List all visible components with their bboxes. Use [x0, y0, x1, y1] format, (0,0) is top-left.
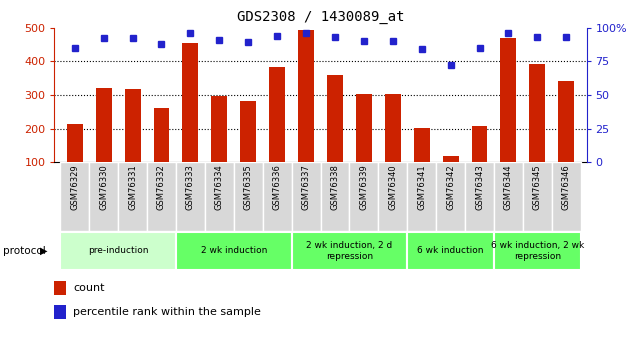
- Bar: [558, 81, 574, 196]
- Text: GDS2308 / 1430089_at: GDS2308 / 1430089_at: [237, 10, 404, 24]
- Bar: [413, 128, 429, 196]
- Text: GSM76340: GSM76340: [388, 164, 397, 210]
- Bar: [263, 162, 292, 231]
- Text: GSM76334: GSM76334: [215, 164, 224, 210]
- Bar: [494, 162, 523, 231]
- Text: pre-induction: pre-induction: [88, 246, 148, 256]
- Bar: [60, 162, 89, 231]
- Bar: [67, 125, 83, 196]
- Bar: [501, 38, 517, 196]
- Text: GSM76341: GSM76341: [417, 164, 426, 210]
- Text: GSM76336: GSM76336: [272, 164, 281, 210]
- Bar: [443, 156, 458, 196]
- Bar: [234, 162, 263, 231]
- Bar: [327, 75, 343, 196]
- Bar: [292, 232, 407, 270]
- Bar: [298, 30, 314, 196]
- Text: GSM76335: GSM76335: [244, 164, 253, 210]
- Text: GSM76329: GSM76329: [71, 164, 79, 210]
- Bar: [320, 162, 349, 231]
- Bar: [529, 64, 545, 196]
- Bar: [54, 305, 66, 319]
- Bar: [552, 162, 581, 231]
- Bar: [96, 88, 112, 196]
- Bar: [385, 94, 401, 196]
- Bar: [378, 162, 407, 231]
- Text: 2 wk induction: 2 wk induction: [201, 246, 267, 256]
- Text: GSM76342: GSM76342: [446, 164, 455, 210]
- Text: GSM76345: GSM76345: [533, 164, 542, 210]
- Text: GSM76337: GSM76337: [301, 164, 310, 210]
- Text: count: count: [73, 283, 104, 293]
- Text: GSM76338: GSM76338: [331, 164, 340, 210]
- Bar: [523, 162, 552, 231]
- Text: 6 wk induction: 6 wk induction: [417, 246, 484, 256]
- Bar: [269, 67, 285, 196]
- Text: GSM76343: GSM76343: [475, 164, 484, 210]
- Bar: [89, 162, 118, 231]
- Text: 6 wk induction, 2 wk
repression: 6 wk induction, 2 wk repression: [491, 241, 584, 261]
- Bar: [349, 162, 378, 231]
- Text: 2 wk induction, 2 d
repression: 2 wk induction, 2 d repression: [306, 241, 392, 261]
- Text: GSM76346: GSM76346: [562, 164, 570, 210]
- Text: GSM76344: GSM76344: [504, 164, 513, 210]
- Text: protocol: protocol: [3, 246, 46, 256]
- Bar: [407, 232, 494, 270]
- Bar: [205, 162, 234, 231]
- Bar: [176, 162, 205, 231]
- Bar: [183, 43, 198, 196]
- Bar: [176, 232, 292, 270]
- Text: percentile rank within the sample: percentile rank within the sample: [73, 307, 261, 317]
- Bar: [147, 162, 176, 231]
- Bar: [407, 162, 436, 231]
- Bar: [240, 101, 256, 196]
- Bar: [494, 232, 581, 270]
- Text: GSM76330: GSM76330: [99, 164, 108, 210]
- Bar: [54, 281, 66, 295]
- Text: GSM76333: GSM76333: [186, 164, 195, 210]
- Bar: [153, 108, 169, 196]
- Bar: [124, 89, 140, 196]
- Bar: [60, 232, 176, 270]
- Bar: [212, 96, 228, 196]
- Bar: [118, 162, 147, 231]
- Bar: [472, 126, 488, 196]
- Text: ▶: ▶: [40, 246, 48, 256]
- Bar: [465, 162, 494, 231]
- Bar: [436, 162, 465, 231]
- Text: GSM76331: GSM76331: [128, 164, 137, 210]
- Text: GSM76332: GSM76332: [157, 164, 166, 210]
- Bar: [292, 162, 320, 231]
- Bar: [356, 94, 372, 196]
- Text: GSM76339: GSM76339: [360, 164, 369, 210]
